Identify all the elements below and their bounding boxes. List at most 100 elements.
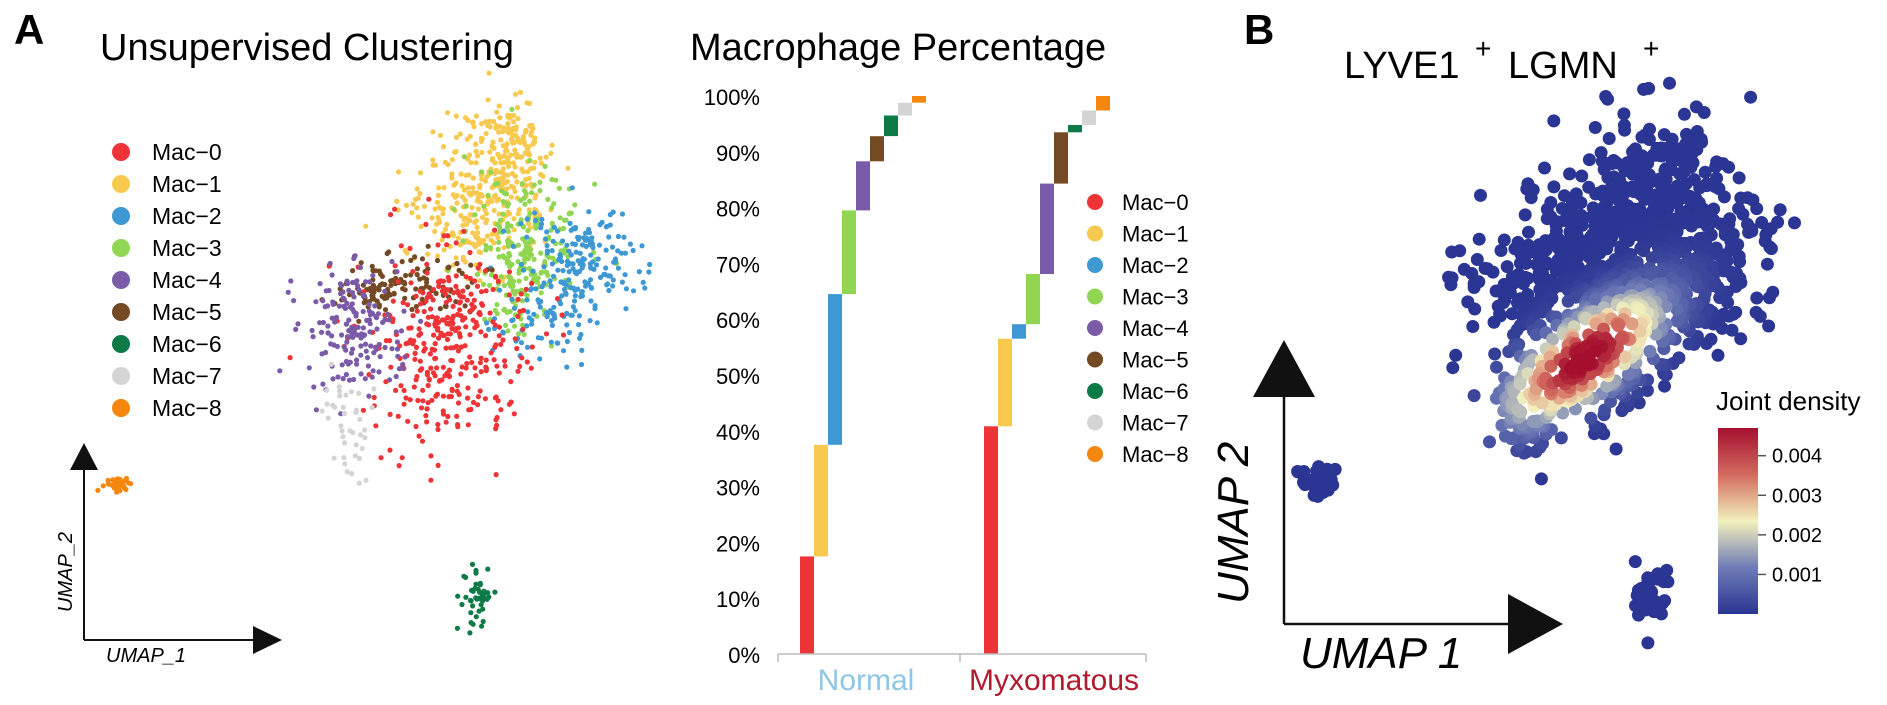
- umap-point: [488, 350, 494, 356]
- umap-point: [492, 192, 498, 198]
- umap-point: [390, 316, 396, 322]
- umap-point: [432, 162, 438, 168]
- umap-point: [343, 371, 349, 378]
- umap-point: [441, 317, 447, 323]
- umap-point: [449, 171, 455, 177]
- umap-point: [460, 288, 466, 294]
- umap-point: [498, 341, 504, 347]
- umap-point: [571, 298, 578, 304]
- umap-point: [338, 411, 344, 417]
- umap-point: [332, 404, 338, 410]
- umap-point: [481, 203, 487, 209]
- umap-point: [522, 142, 528, 148]
- umap-point: [511, 411, 517, 417]
- umap-point: [417, 276, 423, 282]
- umap-point: [533, 217, 539, 224]
- umap-point: [486, 326, 492, 332]
- density-point: [1496, 296, 1510, 310]
- umap-point: [569, 185, 575, 191]
- umap-point: [463, 365, 469, 371]
- umap-point: [476, 249, 482, 255]
- umap-point: [517, 139, 523, 145]
- umap-point: [458, 344, 464, 350]
- umap-point: [516, 278, 522, 284]
- umap-point: [436, 185, 442, 191]
- density-point: [1642, 133, 1656, 146]
- umap-point: [482, 268, 489, 274]
- umap-point: [491, 119, 497, 125]
- umap-point: [291, 298, 297, 304]
- umap-point: [530, 268, 536, 274]
- umap-point: [128, 481, 134, 487]
- umap-point: [372, 344, 378, 350]
- umap-point: [354, 357, 360, 363]
- umap-point: [495, 278, 501, 284]
- umap-point: [433, 393, 439, 399]
- pct-bar-segment: [814, 444, 828, 557]
- density-point: [1713, 291, 1727, 305]
- umap-point: [462, 259, 469, 265]
- umap-point: [362, 376, 368, 382]
- umap-point: [470, 119, 476, 125]
- legend-b-label: Mac−7: [1122, 411, 1189, 436]
- umap-point: [343, 358, 349, 365]
- colorbar-tick-label: 0.004: [1772, 446, 1822, 468]
- umap-point: [537, 179, 543, 185]
- umap-point: [343, 347, 349, 353]
- umap-point: [369, 404, 375, 411]
- umap-point: [548, 283, 554, 289]
- umap-point: [535, 275, 541, 281]
- umap-point: [341, 303, 347, 309]
- pct-bar-segment: [984, 426, 998, 654]
- density-point: [1500, 260, 1514, 274]
- umap-point: [437, 306, 443, 312]
- umap-point: [514, 104, 521, 111]
- umap-point: [330, 376, 336, 382]
- umap-point: [520, 169, 526, 175]
- umap-point: [376, 341, 382, 348]
- umap-point: [519, 298, 526, 304]
- umap-point: [564, 242, 570, 248]
- umap-point: [538, 171, 544, 177]
- umap-point: [572, 226, 578, 232]
- umap-point: [497, 115, 503, 121]
- umap-point: [426, 376, 432, 382]
- umap-point: [506, 125, 512, 132]
- umap-point: [434, 365, 440, 371]
- density-point: [1700, 337, 1713, 350]
- umap-point: [402, 295, 408, 301]
- umap-point: [630, 247, 636, 254]
- density-point: [1449, 348, 1463, 362]
- density-point: [1507, 327, 1521, 341]
- umap-point: [424, 294, 430, 300]
- umap-point: [487, 310, 493, 316]
- umap-point: [445, 413, 451, 420]
- umap-point: [579, 289, 585, 295]
- umap-point: [538, 160, 545, 166]
- umap-point: [512, 188, 518, 195]
- legend-a-swatch: [112, 271, 130, 289]
- density-point: [1732, 171, 1746, 185]
- umap-point: [515, 296, 521, 302]
- pct-y-tick-label: 90%: [716, 141, 760, 166]
- umap-point: [399, 455, 405, 461]
- density-point: [1673, 167, 1686, 181]
- umap-point: [343, 321, 349, 327]
- umap-point: [367, 279, 373, 285]
- umap-point: [607, 273, 613, 279]
- umap-point: [424, 372, 430, 378]
- umap-point: [420, 387, 426, 393]
- umap-point: [496, 324, 502, 330]
- umap-point: [484, 217, 490, 223]
- umap-point: [318, 329, 325, 335]
- category-label-myxomatous: Myxomatous: [969, 664, 1139, 697]
- umap-point: [100, 483, 106, 489]
- umap-point: [306, 365, 312, 371]
- umap-point: [391, 291, 397, 297]
- umap-point: [508, 194, 514, 200]
- umap-point: [377, 354, 383, 360]
- umap-point: [457, 299, 463, 305]
- umap-point: [459, 183, 465, 189]
- umap-point: [424, 276, 430, 282]
- umap-point: [478, 329, 484, 335]
